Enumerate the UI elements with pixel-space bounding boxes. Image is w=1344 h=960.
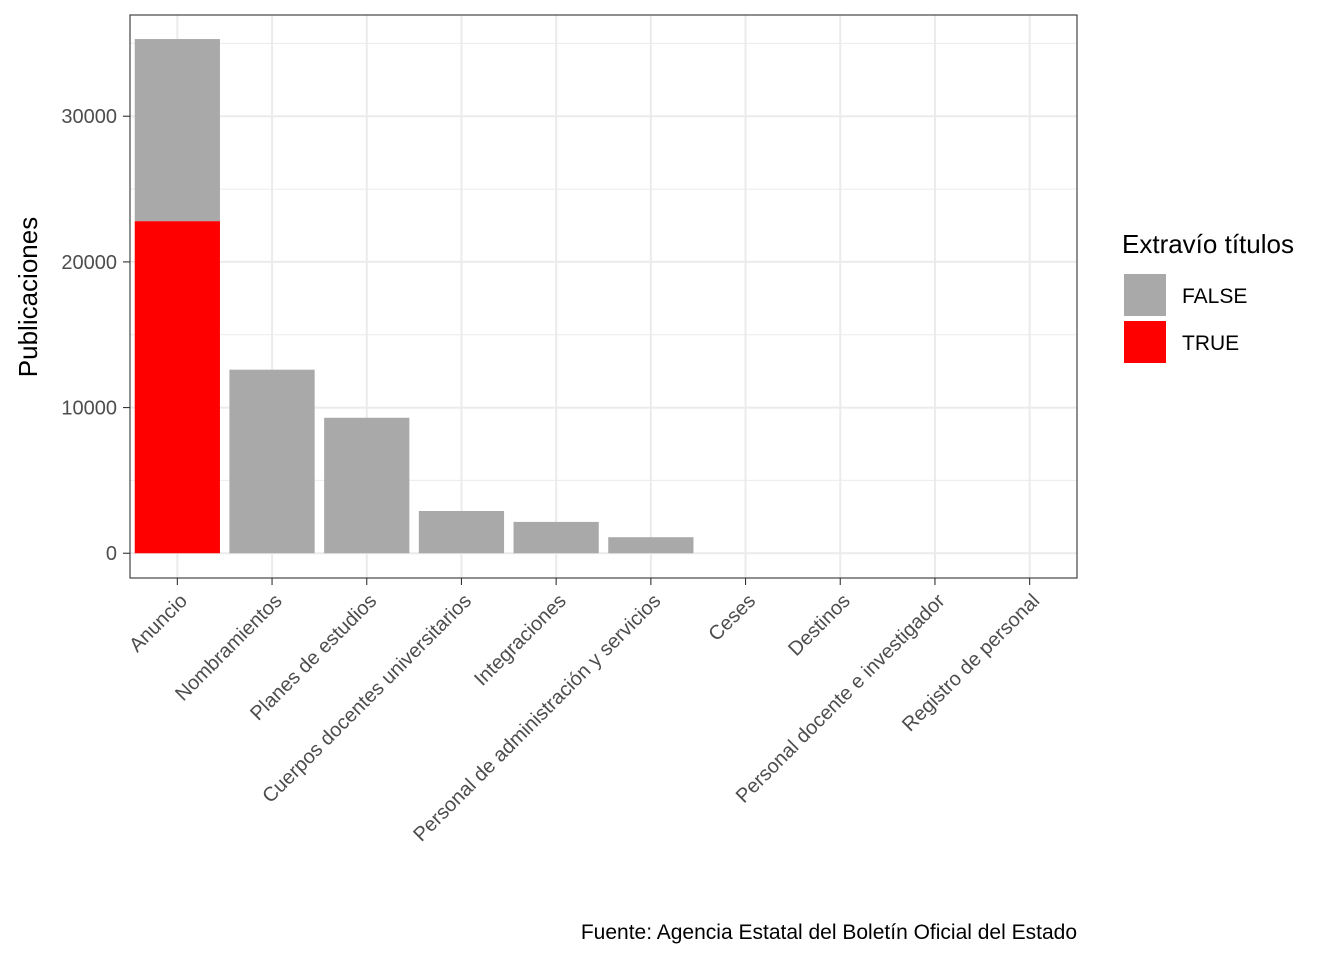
x-tick-label: Anuncio [125,590,192,657]
bars [134,39,694,554]
x-tick-label: Destinos [784,590,855,661]
legend-label-true: TRUE [1182,332,1239,355]
legend-key-false [1124,274,1166,316]
x-tick-label: Integraciones [470,590,570,690]
x-tick-label: Ceses [704,590,760,646]
bar-false-3 [418,510,505,554]
y-tick-label: 30000 [61,106,117,128]
bar-false-0 [134,39,220,222]
bar-false-4 [513,521,599,554]
legend: Extravío títulos FALSE TRUE [1122,229,1294,363]
panel-border [129,14,1078,579]
bar-true-0 [134,221,220,554]
y-tick-label: 0 [106,543,117,565]
x-tick-label: Cuerpos docentes universitarios [258,590,476,808]
bar-false-2 [324,417,410,554]
y-tick-label: 20000 [61,252,117,274]
y-tick-label: 10000 [61,398,117,420]
legend-label-false: FALSE [1182,285,1247,308]
y-axis-title: Publicaciones [13,217,43,377]
bar-false-5 [608,537,694,554]
legend-title: Extravío títulos [1122,229,1294,259]
bar-false-1 [229,369,315,554]
caption: Fuente: Agencia Estatal del Boletín Ofic… [581,921,1077,944]
x-tick-label: Personal docente e investigador [732,590,950,808]
legend-key-true [1124,321,1166,363]
y-axis: 0 10000 20000 30000 [61,106,130,565]
